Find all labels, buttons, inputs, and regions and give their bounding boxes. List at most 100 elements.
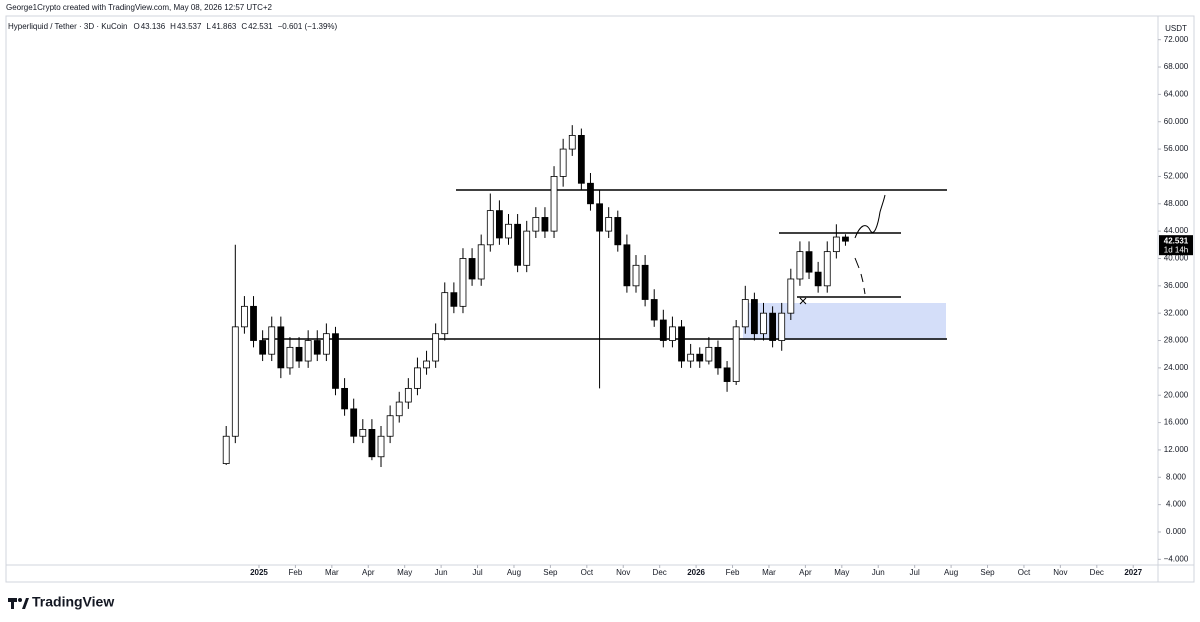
x-tick-label: Jul [472, 568, 482, 577]
candle-body [459, 258, 467, 307]
candle-body [377, 435, 385, 458]
candle-body [596, 203, 603, 232]
low-marker [799, 297, 807, 305]
candle-body [286, 346, 294, 369]
zone [743, 303, 946, 340]
y-tick-label: 56.000 [1164, 144, 1189, 153]
candle-body [805, 251, 813, 273]
chart-frame [5, 15, 1195, 583]
y-tick-label: −4.000 [1164, 554, 1189, 563]
x-tick-label: Jul [910, 568, 920, 577]
y-tick-label: 68.000 [1164, 62, 1189, 71]
branding: TradingView [32, 594, 114, 610]
x-tick-label: Dec [653, 568, 667, 577]
candle-body [641, 264, 649, 300]
candle-body [441, 292, 449, 335]
legend-text: L [206, 22, 211, 31]
candle-body [250, 305, 257, 341]
legend-text: Hyperliquid / Tether · 3D · KuCoin [8, 22, 127, 31]
candle-body [404, 387, 412, 403]
candle-body [505, 223, 512, 239]
candle-body [587, 182, 594, 205]
y-tick-label: 32.000 [1164, 308, 1189, 317]
y-tick-label: 4.000 [1166, 500, 1187, 509]
candle-body [559, 148, 567, 177]
candle-body [723, 367, 731, 382]
candle-body [496, 210, 503, 239]
y-tick-label: 28.000 [1164, 336, 1189, 345]
legend-text: 43.537 [177, 22, 202, 31]
candle-body [350, 408, 358, 437]
candle-body [423, 360, 430, 369]
candle-body [842, 236, 849, 242]
candle-body [669, 326, 676, 341]
candle-body [623, 244, 631, 287]
candle-body [231, 326, 239, 437]
y-tick-label: 52.000 [1164, 172, 1189, 181]
candle-body [732, 326, 740, 382]
candle-body [477, 244, 485, 280]
candle-body [650, 299, 658, 321]
x-tick-label: Jun [435, 568, 448, 577]
candle-body [450, 292, 458, 307]
legend-text: C [241, 22, 247, 31]
candle-body [259, 340, 267, 355]
legend-text: O [133, 22, 139, 31]
countdown: 1d 14h [1164, 245, 1188, 254]
y-tick-label: 44.000 [1164, 226, 1189, 235]
candle-body [568, 134, 576, 150]
y-tick-label: 0.000 [1166, 527, 1187, 536]
candle-body [750, 299, 758, 335]
candle-body [605, 217, 613, 232]
candle-body [359, 429, 367, 437]
x-tick-label: May [397, 568, 412, 577]
x-tick-label: Dec [1090, 568, 1104, 577]
candle-body [523, 230, 531, 266]
candle-body [532, 217, 540, 232]
candle-body [222, 435, 230, 464]
legend: Hyperliquid / Tether · 3D · KuCoin O 43.13… [8, 22, 338, 31]
candle-body [823, 251, 831, 287]
candle-body [514, 223, 522, 266]
candle-body [769, 312, 777, 341]
candle-body [577, 134, 585, 184]
legend-text: −0.601 (−1.39%) [278, 22, 338, 31]
y-tick-label: 64.000 [1164, 89, 1189, 98]
candle-body [414, 367, 421, 389]
x-tick-label: Mar [762, 568, 776, 577]
legend-text: 43.136 [141, 22, 166, 31]
candle-body [332, 333, 339, 389]
x-tick-label: 2025 [250, 568, 268, 577]
candle-body [395, 401, 403, 417]
x-tick-label: Mar [325, 568, 339, 577]
y-tick-label: 36.000 [1164, 281, 1189, 290]
x-tick-label: May [834, 568, 849, 577]
x-tick-label: 2026 [687, 568, 705, 577]
candle-body [432, 333, 440, 362]
candle-body [486, 210, 494, 246]
y-tick-label: 60.000 [1164, 117, 1189, 126]
candle-body [341, 387, 348, 410]
x-tick-label: Apr [362, 568, 375, 577]
candle-body [268, 326, 276, 355]
credit: George1Crypto created with TradingView.c… [6, 3, 273, 12]
candle-body [814, 271, 822, 287]
candle-body [313, 340, 321, 355]
logo [8, 598, 29, 609]
x-tick-label: 2027 [1124, 568, 1142, 577]
candle-body [696, 353, 704, 362]
x-tick-label: Apr [799, 568, 812, 577]
candle-body [705, 346, 713, 362]
candle-body [550, 176, 558, 232]
x-tick-label: Sep [543, 568, 558, 577]
y-tick-label: 8.000 [1166, 472, 1187, 481]
candle-body [295, 346, 303, 362]
candle-body [741, 299, 749, 328]
legend-text: 41.863 [212, 22, 237, 31]
y-tick-label: 20.000 [1164, 390, 1189, 399]
y-tick-label: 40.000 [1164, 254, 1189, 263]
candle-body [304, 340, 312, 362]
projection-down [854, 257, 866, 295]
x-tick-label: Oct [1018, 568, 1031, 577]
